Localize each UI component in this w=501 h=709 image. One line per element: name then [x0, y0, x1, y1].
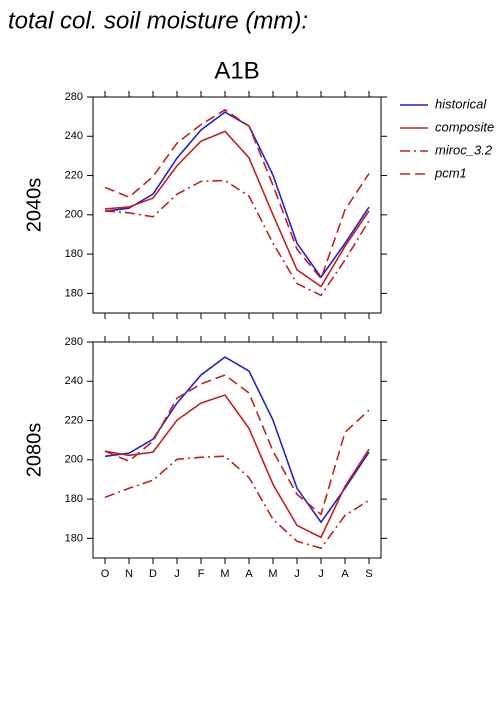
- row-label: 2080s: [23, 423, 45, 478]
- y-tick-label: 180: [65, 532, 83, 544]
- y-tick-label: 220: [65, 169, 83, 181]
- legend-label: miroc_3.2: [435, 142, 493, 157]
- series-line: [104, 394, 370, 539]
- series-line: [104, 455, 370, 550]
- legend-label: historical: [435, 96, 487, 111]
- series-line: [104, 108, 370, 281]
- y-tick-label: 200: [65, 454, 83, 466]
- x-tick-label: M: [220, 568, 229, 580]
- y-tick-label: 220: [65, 414, 83, 426]
- y-tick-label: 280: [65, 336, 83, 348]
- series-line: [104, 130, 370, 288]
- x-tick-label: J: [294, 568, 300, 580]
- y-tick-label: 280: [65, 91, 83, 103]
- x-tick-label: N: [125, 568, 133, 580]
- series-line: [104, 111, 370, 279]
- x-tick-label: J: [174, 568, 180, 580]
- x-tick-label: M: [268, 568, 277, 580]
- row-label: 2040s: [23, 178, 45, 233]
- series-line: [104, 179, 370, 297]
- plot-frame: [92, 96, 382, 314]
- x-tick-label: J: [318, 568, 324, 580]
- chart-title: total col. soil moisture (mm):: [8, 7, 308, 34]
- legend-label: pcm1: [434, 165, 467, 180]
- y-tick-label: 240: [65, 375, 83, 387]
- x-tick-label: A: [245, 568, 253, 580]
- y-tick-label: 180: [65, 287, 83, 299]
- y-tick-label: 240: [65, 130, 83, 142]
- series-line: [104, 356, 370, 524]
- x-tick-label: A: [341, 568, 349, 580]
- x-tick-label: D: [149, 568, 157, 580]
- x-tick-label: F: [198, 568, 205, 580]
- chart-subtitle: A1B: [214, 57, 259, 84]
- x-tick-label: S: [365, 568, 372, 580]
- y-tick-label: 200: [65, 209, 83, 221]
- x-tick-label: O: [101, 568, 110, 580]
- y-tick-label: 180: [65, 248, 83, 260]
- legend-label: composite: [435, 119, 494, 134]
- y-tick-label: 180: [65, 493, 83, 505]
- series-line: [104, 374, 370, 516]
- plot-frame: [92, 341, 382, 559]
